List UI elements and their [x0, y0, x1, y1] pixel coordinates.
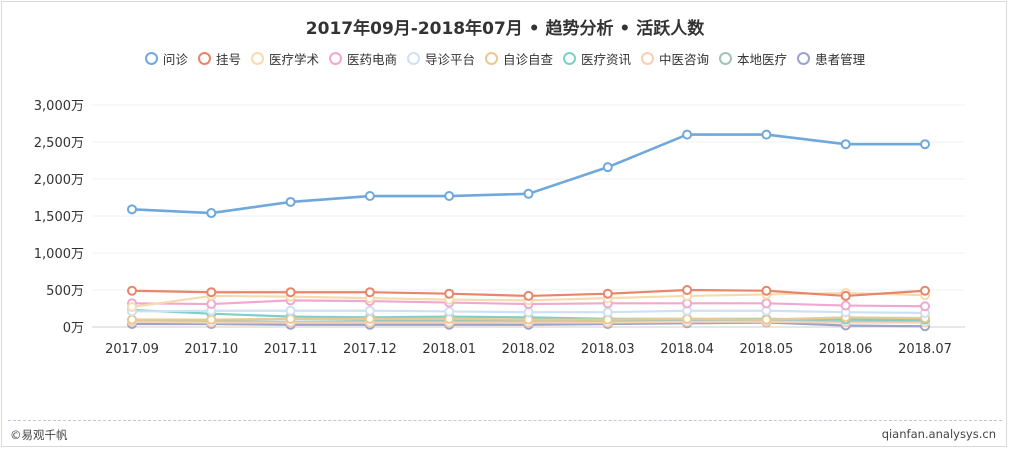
- legend-label: 挂号: [215, 51, 241, 67]
- data-point: [523, 188, 534, 199]
- data-point: [523, 307, 534, 318]
- x-tick-label: 2017.12: [343, 342, 397, 357]
- chart-title: 2017年09月-2018年07月 • 趋势分析 • 活跃人数: [305, 19, 705, 39]
- chart-legend: 问诊 挂号 医疗学术 医药电商 导诊平台 自诊自查 医疗资讯 中医咨询 本地医疗 患者管理: [0, 47, 1010, 69]
- legend-item[interactable]: 本地医疗: [719, 49, 787, 68]
- legend-item[interactable]: 自诊自查: [485, 49, 553, 68]
- data-point: [364, 305, 375, 316]
- y-tick-label: 3,000万: [34, 99, 84, 114]
- data-point: [761, 285, 772, 296]
- legend-item[interactable]: 导诊平台: [406, 49, 475, 68]
- footer-brand: ©易观千帆: [10, 428, 68, 442]
- footer-url: qianfan.analysys.cn: [881, 427, 996, 441]
- y-tick-label: 500万: [46, 284, 84, 299]
- footer-divider: [8, 420, 1002, 421]
- data-point: [682, 313, 693, 324]
- legend-marker-icon: [406, 51, 420, 65]
- data-point: [206, 208, 217, 219]
- legend-item[interactable]: 中医咨询: [641, 49, 709, 68]
- y-tick-label: 1,500万: [34, 210, 84, 225]
- legend-item[interactable]: 问诊: [144, 49, 188, 68]
- data-point: [682, 285, 693, 295]
- legend-item[interactable]: 医疗学术: [250, 49, 319, 68]
- x-tick-label: 2018.01: [422, 342, 476, 357]
- y-tick-label: 1,000万: [34, 247, 84, 262]
- data-point: [761, 129, 772, 140]
- data-point: [920, 301, 930, 312]
- legend-marker-icon: [719, 51, 733, 65]
- data-point: [920, 139, 930, 150]
- legend-item[interactable]: 挂号: [197, 49, 241, 68]
- legend-label: 医疗学术: [268, 51, 319, 67]
- legend-item[interactable]: 医药电商: [328, 49, 397, 68]
- legend-marker-icon: [563, 51, 577, 65]
- data-point: [682, 129, 693, 140]
- legend-marker-icon: [485, 51, 498, 65]
- data-point: [206, 299, 217, 310]
- x-tick-label: 2018.06: [819, 342, 873, 357]
- data-point: [602, 162, 613, 173]
- data-point: [127, 314, 137, 325]
- data-point: [602, 288, 613, 299]
- legend-marker-icon: [797, 51, 811, 65]
- series-1: [127, 129, 930, 219]
- y-tick-label: 2,000万: [34, 173, 84, 188]
- data-point: [840, 290, 851, 301]
- legend-label: 患者管理: [815, 51, 866, 67]
- data-point: [285, 313, 296, 324]
- legend-marker-icon: [197, 51, 211, 65]
- data-point: [127, 285, 137, 296]
- legend-label: 本地医疗: [737, 51, 788, 67]
- data-point: [444, 288, 455, 299]
- legend-item[interactable]: 患者管理: [797, 49, 865, 68]
- data-point: [523, 290, 534, 301]
- legend-marker-icon: [250, 51, 264, 65]
- legend-label: 导诊平台: [424, 51, 475, 67]
- legend-label: 医药电商: [346, 51, 397, 67]
- data-point: [920, 285, 930, 296]
- legend-marker-icon: [328, 51, 342, 65]
- data-point: [364, 313, 375, 324]
- data-point: [285, 196, 296, 207]
- x-tick-label: 2018.04: [660, 342, 714, 357]
- data-point: [602, 307, 613, 318]
- data-point: [127, 204, 137, 215]
- data-point: [364, 191, 375, 202]
- legend-label: 医疗资讯: [581, 51, 632, 67]
- data-point: [364, 287, 375, 298]
- x-tick-label: 2017.09: [105, 342, 159, 357]
- legend-label: 中医咨询: [659, 51, 710, 67]
- data-point: [127, 302, 137, 313]
- data-point: [761, 298, 772, 309]
- x-tick-label: 2018.05: [740, 342, 794, 357]
- y-tick-label: 2,500万: [34, 136, 84, 151]
- data-point: [840, 139, 851, 150]
- data-point: [444, 191, 455, 202]
- legend-marker-icon: [144, 51, 158, 65]
- y-tick-label: 0万: [63, 321, 84, 336]
- x-tick-label: 2017.11: [264, 342, 318, 357]
- series-line: [131, 133, 925, 215]
- x-tick-label: 2018.07: [898, 342, 952, 357]
- data-point: [444, 306, 455, 317]
- series-2: [127, 285, 930, 301]
- data-point: [206, 314, 217, 325]
- data-point: [285, 287, 296, 298]
- x-tick-label: 2018.02: [502, 342, 556, 357]
- x-tick-label: 2018.03: [581, 342, 635, 357]
- data-point: [206, 287, 217, 298]
- x-tick-label: 2017.10: [184, 342, 238, 357]
- legend-marker-icon: [641, 51, 655, 65]
- data-point: [285, 305, 296, 316]
- data-point: [840, 300, 851, 311]
- legend-label: 问诊: [162, 51, 188, 67]
- legend-item[interactable]: 医疗资讯: [563, 49, 631, 68]
- legend-label: 自诊自查: [503, 51, 554, 67]
- data-point: [761, 314, 772, 325]
